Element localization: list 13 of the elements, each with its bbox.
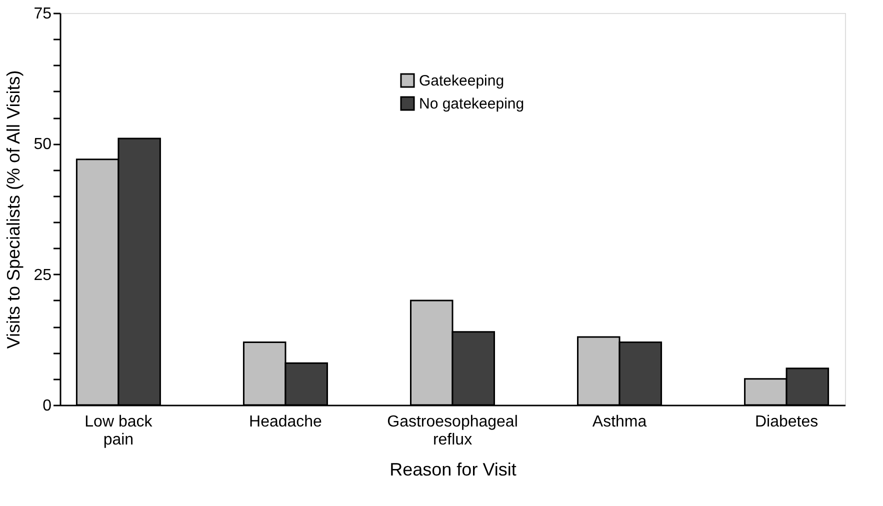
y-tick-label: 0	[42, 398, 52, 414]
y-tick-label: 75	[34, 6, 52, 22]
x-tick-label: Asthma	[592, 414, 647, 430]
y-tick-label: 50	[34, 136, 52, 154]
x-tick-label: Low back pain	[84, 414, 154, 448]
x-tick-label: Gastroesophageal reflux	[387, 414, 518, 448]
y-axis-title: Visits to Specialists (% of All Visits)	[4, 70, 24, 349]
x-tick-label: Headache	[249, 414, 322, 430]
x-tick-label: Diabetes	[754, 414, 818, 430]
legend-label: Gatekeeping	[419, 72, 504, 90]
x-axis-title: Reason for Visit	[390, 460, 516, 480]
legend-label: No gatekeeping	[419, 96, 524, 112]
y-tick-label: 25	[34, 266, 52, 284]
